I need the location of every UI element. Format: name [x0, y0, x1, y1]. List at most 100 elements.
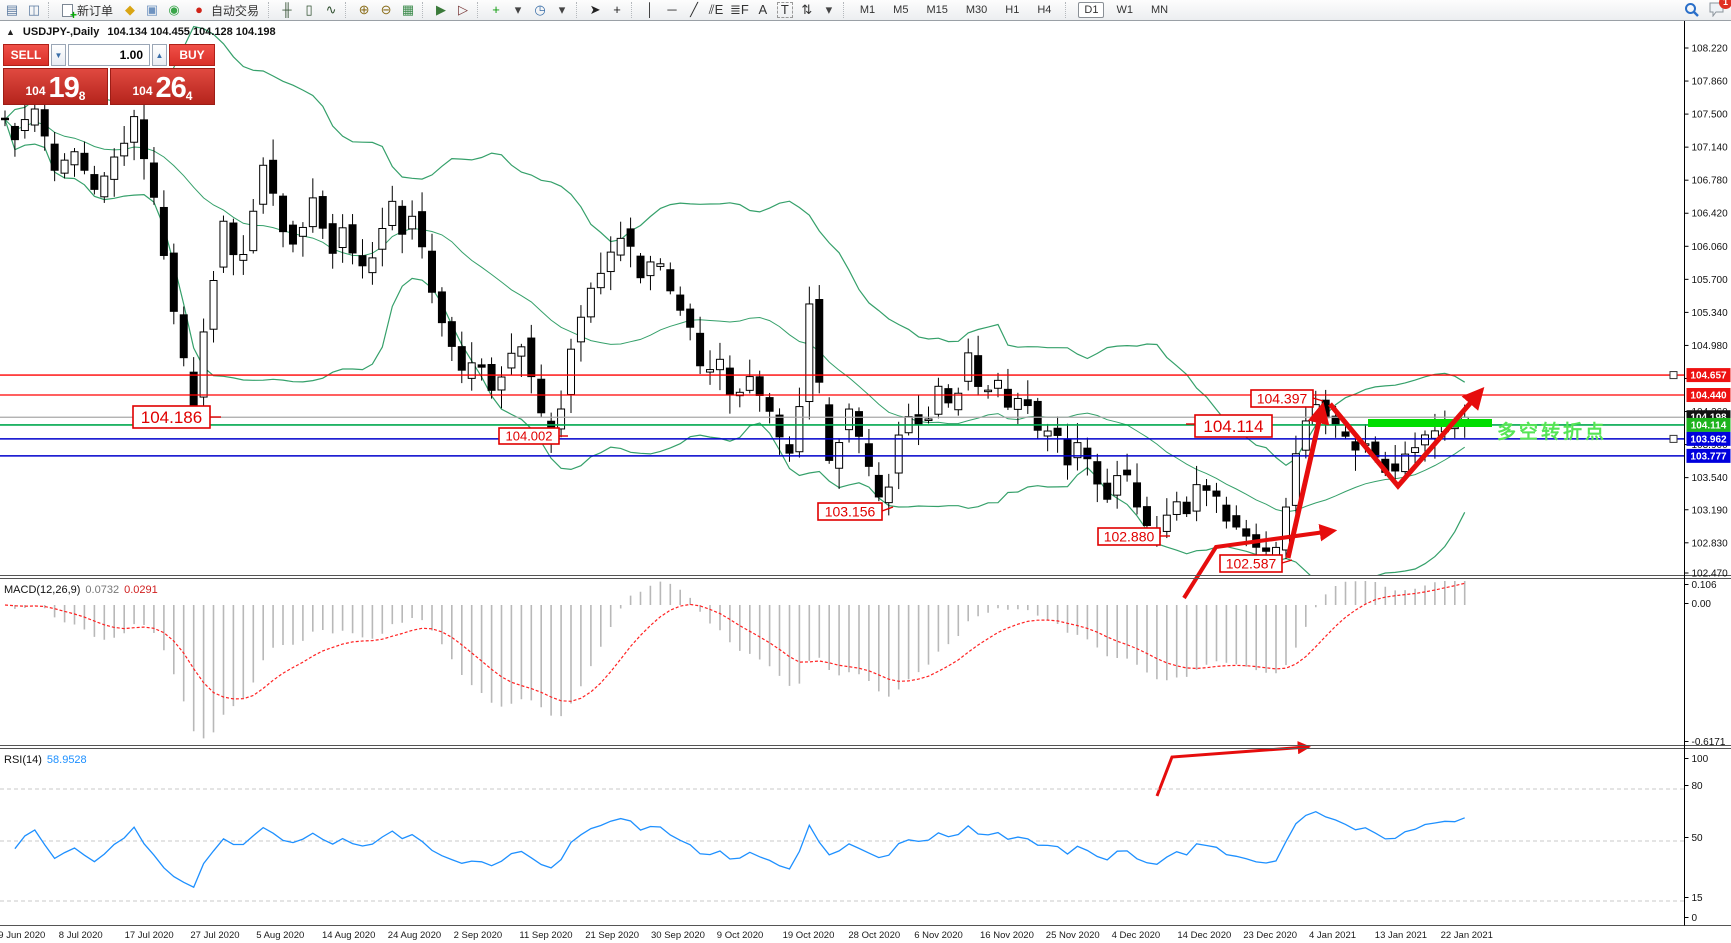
timeframe-w1[interactable]: W1 [1116, 4, 1133, 16]
timeframe-m5[interactable]: M5 [893, 4, 909, 16]
price-annotation[interactable]: 103.156 [817, 502, 894, 521]
horizontal-line-icon[interactable]: ─ [667, 2, 677, 17]
crosshair-icon[interactable]: + [613, 2, 621, 17]
strategy-tester-icon[interactable]: ▣ [145, 2, 159, 17]
axis-price-box: 104.440 [1686, 388, 1731, 403]
line-handle[interactable] [1669, 371, 1678, 380]
autotrade-dot-icon: ● [195, 2, 203, 17]
sell-button[interactable]: SELL [3, 44, 49, 66]
cn-annotation-text[interactable]: 多空转折点 [1497, 420, 1607, 443]
buy-button[interactable]: BUY [169, 44, 215, 66]
text-tool-icon[interactable]: A [758, 2, 768, 17]
zoom-in-icon[interactable]: ⊕ [358, 2, 370, 17]
date-axis-label: 6 Nov 2020 [914, 930, 963, 941]
candlestick-type-icon[interactable]: ▯ [305, 2, 313, 17]
trend-arrow[interactable] [1155, 741, 1311, 797]
date-axis-label: 30 Sep 2020 [651, 930, 705, 941]
timeframe-h4[interactable]: H4 [1037, 4, 1052, 16]
timeframe-m1[interactable]: M1 [859, 4, 876, 16]
dropdown-caret-icon[interactable]: ▾ [558, 2, 566, 17]
equidistant-channel-icon[interactable]: ⫽E [708, 2, 724, 17]
auto-scroll-icon[interactable]: ▶ [436, 2, 447, 17]
sell-price-sup: 8 [78, 89, 86, 103]
one-click-collapse-icon[interactable]: ▲ [6, 27, 15, 37]
cursor-icon[interactable]: ➤ [589, 2, 601, 17]
date-axis-label: 16 Nov 2020 [980, 930, 1034, 941]
date-axis-label: 11 Sep 2020 [519, 930, 572, 941]
vertical-line-icon[interactable]: │ [645, 2, 655, 17]
sell-quote[interactable]: 104 19 8 [3, 68, 108, 105]
search-icon[interactable] [1684, 2, 1700, 18]
zoom-out-icon[interactable]: ⊖ [380, 2, 392, 17]
price-annotation[interactable]: 104.397 [1250, 389, 1324, 408]
ohlc-values: 104.134 104.455 104.128 104.198 [107, 26, 276, 38]
chart-shift-icon[interactable]: ▷ [458, 2, 469, 17]
price-tick-label: 104.980 [1692, 341, 1729, 352]
macd-pane [4, 581, 1466, 739]
trend-arrow[interactable] [1182, 523, 1338, 600]
symbol-name: USDJPY-,Daily [22, 26, 100, 38]
svg-text:104.114: 104.114 [1203, 417, 1263, 436]
period-clock-icon[interactable]: ◷ [534, 2, 546, 17]
shapes-icon[interactable]: ⇅ [801, 2, 813, 17]
date-axis-label: 24 Aug 2020 [388, 930, 441, 941]
dropdown-caret-icon[interactable]: ▾ [825, 2, 833, 17]
market-watch-icon[interactable]: ▤ [5, 2, 19, 17]
price-tick-label: 107.860 [1692, 77, 1729, 88]
volume-decrease-button[interactable]: ▼ [51, 44, 66, 66]
price-tick-label: 108.220 [1692, 44, 1729, 55]
line-chart-type-icon[interactable]: ∿ [325, 2, 337, 17]
macd-main-value: 0.0732 [85, 584, 120, 596]
bollinger-band-middle [4, 119, 1465, 513]
date-axis-label: 5 Aug 2020 [256, 930, 304, 941]
price-annotation[interactable]: 102.587 [1219, 554, 1293, 573]
volume-increase-button[interactable]: ▲ [152, 44, 167, 66]
macd-name: MACD(12,26,9) [4, 584, 81, 596]
dropdown-caret-icon[interactable]: ▾ [514, 2, 522, 17]
date-axis-label: 17 Jul 2020 [125, 930, 174, 941]
fibonacci-icon[interactable]: ≣F [730, 2, 749, 17]
trend-arrow[interactable] [1328, 387, 1485, 490]
indicator-tick-label: 100 [1692, 754, 1709, 765]
indicator-tick-label: 0.00 [1692, 599, 1712, 610]
price-annotation[interactable]: 104.186 [132, 405, 221, 429]
timeframe-mn[interactable]: MN [1150, 4, 1169, 16]
chat-bubble-icon[interactable]: 1 [1708, 0, 1731, 20]
add-indicator-icon[interactable]: + [492, 2, 500, 17]
trend-arrow[interactable] [1285, 401, 1330, 559]
label-tool-icon[interactable]: T [776, 2, 793, 18]
trendline-icon[interactable]: ╱ [690, 2, 698, 17]
alerts-icon[interactable]: ◉ [168, 2, 180, 17]
price-tick-label: 106.420 [1692, 209, 1729, 220]
svg-text:104.397: 104.397 [1257, 391, 1308, 407]
date-axis-label: 4 Dec 2020 [1112, 930, 1161, 941]
new-order-button[interactable]: 新订单 [59, 2, 116, 22]
price-annotation[interactable]: 104.114 [1186, 414, 1273, 438]
timeframe-m15[interactable]: M15 [926, 4, 948, 16]
green-highlight-bar[interactable] [1368, 419, 1492, 427]
timeframe-h1[interactable]: H1 [1005, 4, 1020, 16]
price-annotation[interactable]: 102.880 [1097, 527, 1170, 546]
tile-windows-icon[interactable]: ▦ [401, 2, 415, 17]
timeframe-m30[interactable]: M30 [965, 4, 988, 16]
one-click-trading-panel: SELL ▼ 1.00 ▲ BUY 104 19 8 104 26 4 [3, 44, 215, 105]
bar-chart-type-icon[interactable]: ╫ [282, 2, 292, 17]
volume-input[interactable]: 1.00 [68, 44, 150, 66]
date-axis-label: 2 Sep 2020 [454, 930, 503, 941]
indicator-tick-label: 80 [1692, 781, 1704, 792]
rsi-line [14, 810, 1465, 889]
price-tick-label: 103.540 [1692, 473, 1729, 484]
svg-text:103.962: 103.962 [1690, 434, 1727, 445]
data-window-icon[interactable]: ◫ [27, 2, 41, 17]
buy-quote[interactable]: 104 26 4 [110, 68, 215, 105]
price-annotation[interactable]: 104.002 [498, 427, 568, 445]
metaeditor-icon[interactable]: ◆ [125, 2, 136, 17]
line-handle[interactable] [1669, 434, 1678, 443]
price-tick-label: 106.780 [1692, 176, 1729, 187]
date-axis-label: 25 Nov 2020 [1046, 930, 1100, 941]
autotrade-button[interactable]: ● 自动交易 [188, 2, 262, 19]
macd-signal-line [4, 582, 1465, 702]
timeframe-d1[interactable]: D1 [1078, 2, 1105, 18]
price-tick-label: 105.340 [1692, 308, 1729, 319]
